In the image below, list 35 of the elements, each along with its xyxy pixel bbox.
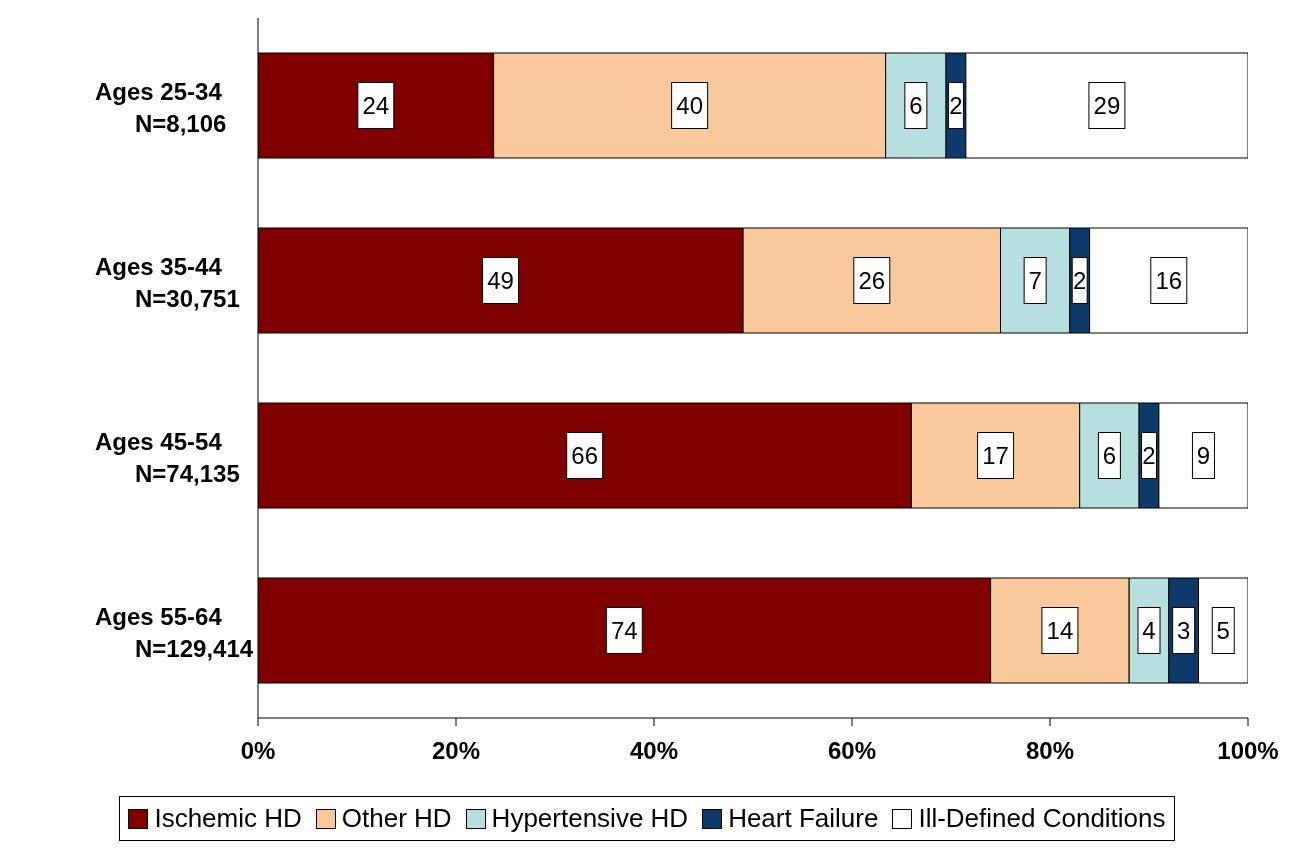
- x-tick-label: 100%: [1217, 737, 1279, 765]
- data-label: 2: [1073, 267, 1087, 294]
- data-label: 6: [1102, 442, 1117, 469]
- x-tick-label: 80%: [1025, 737, 1075, 765]
- data-label: 7: [1028, 267, 1042, 294]
- y-tick-label: Ages 45-54 N=74,135: [95, 427, 240, 487]
- data-label: 40: [676, 92, 703, 119]
- legend-label: Hypertensive HD: [491, 803, 689, 834]
- data-label: 2: [949, 92, 963, 119]
- data-label: 14: [1046, 617, 1074, 644]
- y-tick-label: Ages 35-44 N=30,751: [95, 252, 240, 312]
- data-label: 3: [1176, 617, 1191, 644]
- legend-label: Ill-Defined Conditions: [918, 803, 1166, 834]
- legend-label: Ischemic HD: [154, 803, 302, 834]
- y-tick-label: Ages 25-34 N=8,106: [95, 77, 227, 137]
- data-label: 66: [571, 442, 599, 469]
- x-tick-label: 20%: [431, 737, 481, 765]
- data-label: 9: [1196, 442, 1211, 469]
- data-label: 17: [982, 442, 1009, 469]
- data-label: 2: [1142, 442, 1156, 469]
- x-tick-label: 40%: [629, 737, 679, 765]
- legend-label: Other HD: [341, 803, 452, 834]
- data-label: 16: [1155, 267, 1183, 294]
- data-label: 29: [1093, 92, 1121, 119]
- data-label: 49: [487, 267, 514, 294]
- legend-label: Heart Failure: [728, 803, 879, 834]
- data-label: 6: [909, 92, 923, 119]
- x-tick-label: 0%: [240, 737, 276, 765]
- data-label: 74: [610, 617, 638, 644]
- data-label: 5: [1216, 617, 1230, 644]
- data-label: 24: [362, 92, 390, 119]
- data-label: 26: [858, 267, 886, 294]
- x-tick-label: 60%: [827, 737, 877, 765]
- y-tick-label: Ages 55-64 N=129,414: [95, 602, 254, 662]
- data-label: 4: [1142, 617, 1156, 644]
